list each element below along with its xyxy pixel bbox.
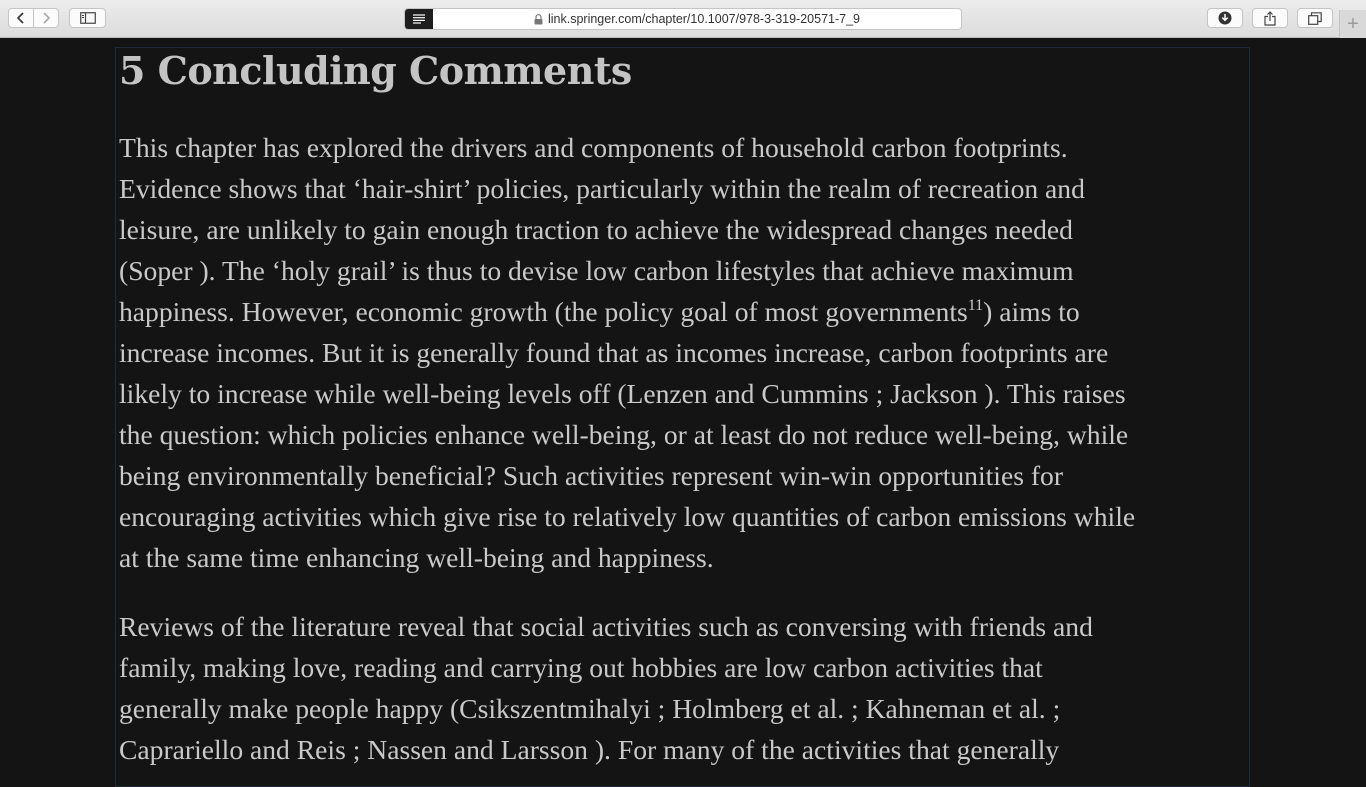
text-line: generally make people happy (Csikszentmi… xyxy=(119,693,1061,724)
text-line: leisure, are unlikely to gain enough tra… xyxy=(119,214,1073,245)
page-content: 5 Concluding Comments This chapter has e… xyxy=(0,38,1366,787)
chevron-right-icon xyxy=(43,12,51,24)
paragraph-1: This chapter has explored the drivers an… xyxy=(119,127,1244,578)
text-line: likely to increase while well-being leve… xyxy=(119,378,1126,409)
text-line: family, making love, reading and carryin… xyxy=(119,652,1043,683)
text-line: being environmentally beneficial? Such a… xyxy=(119,460,1064,491)
tabs-overview-button[interactable] xyxy=(1297,8,1333,28)
text-line: This chapter has explored the drivers an… xyxy=(119,132,1068,163)
text-line: increase incomes. But it is generally fo… xyxy=(119,337,1109,368)
text-line: (Soper ). The ‘holy grail’ is thus to de… xyxy=(119,255,1074,286)
address-bar[interactable]: link.springer.com/chapter/10.1007/978-3-… xyxy=(404,8,962,30)
new-tab-button[interactable]: + xyxy=(1339,10,1366,38)
footnote-link[interactable]: 11 xyxy=(967,297,984,314)
text-line: at the same time enhancing well-being an… xyxy=(119,542,714,573)
text-line: the question: which policies enhance wel… xyxy=(119,419,1129,450)
forward-button[interactable] xyxy=(33,9,58,27)
text-segment: happiness. However, economic growth (the… xyxy=(119,296,968,327)
tabs-icon xyxy=(1308,11,1322,25)
reader-lines-icon xyxy=(413,14,425,24)
share-icon xyxy=(1264,10,1276,26)
text-line: Reviews of the literature reveal that so… xyxy=(119,611,1093,642)
text-line: Caprariello and Reis ; Nassen and Larsso… xyxy=(119,734,1060,765)
text-line: encouraging activities which give rise t… xyxy=(119,501,1136,532)
url-display[interactable]: link.springer.com/chapter/10.1007/978-3-… xyxy=(433,9,961,29)
lock-icon xyxy=(534,13,543,24)
downloads-button[interactable] xyxy=(1207,8,1243,28)
url-text: link.springer.com/chapter/10.1007/978-3-… xyxy=(547,12,860,26)
paragraph-2: Reviews of the literature reveal that so… xyxy=(119,606,1244,770)
download-icon xyxy=(1218,11,1232,25)
section-heading: 5 Concluding Comments xyxy=(119,48,632,93)
share-button[interactable] xyxy=(1252,8,1288,28)
text-line-with-footnote: happiness. However, economic growth (the… xyxy=(119,291,1244,332)
back-button[interactable] xyxy=(9,9,33,27)
text-segment: ) aims to xyxy=(983,296,1080,327)
navigation-buttons xyxy=(8,8,59,28)
sidebar-toggle-button[interactable] xyxy=(69,8,106,28)
sidebar-icon xyxy=(79,12,96,24)
reader-view-button[interactable] xyxy=(405,9,433,29)
text-line: Evidence shows that ‘hair-shirt’ policie… xyxy=(119,173,1085,204)
chevron-left-icon xyxy=(16,12,24,24)
browser-toolbar: link.springer.com/chapter/10.1007/978-3-… xyxy=(0,0,1366,38)
